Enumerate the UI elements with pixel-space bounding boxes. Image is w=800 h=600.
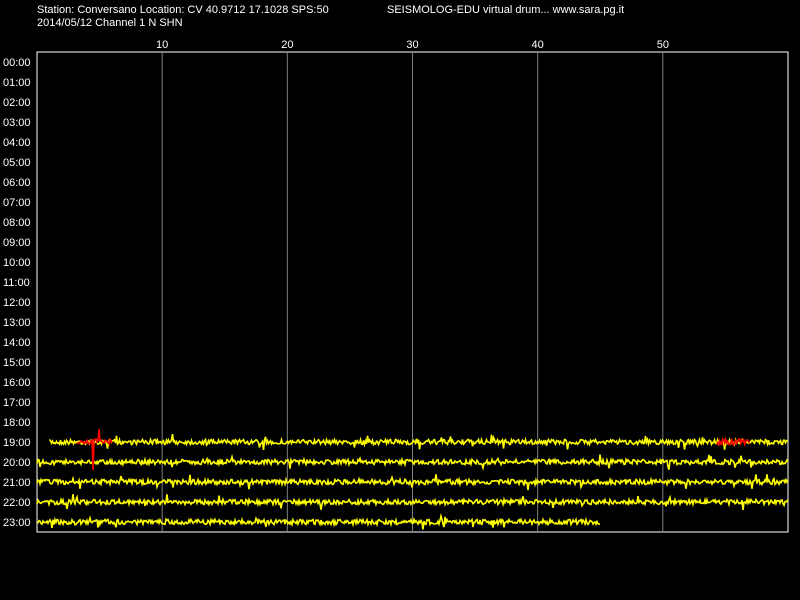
x-tick-labels: 10 20 30 40 50 [156, 39, 669, 51]
hour-label-2200: 22:00 [3, 497, 31, 509]
hour-label-0200: 02:00 [3, 97, 31, 109]
hour-label-0800: 08:00 [3, 217, 31, 229]
hour-labels: 00:00 01:00 02:00 03:00 04:00 05:00 06:00 07:00… [3, 57, 31, 529]
date-channel-info: 2014/05/12 Channel 1 N SHN [37, 17, 183, 29]
hour-label-2300: 23:00 [3, 517, 31, 529]
hour-label-0600: 06:00 [3, 177, 31, 189]
x-tick-50: 50 [657, 39, 669, 51]
hour-label-1400: 14:00 [3, 337, 31, 349]
hour-label-1300: 13:00 [3, 317, 31, 329]
hour-label-1900: 19:00 [3, 437, 31, 449]
event-trace-1 [76, 428, 113, 471]
hour-label-0500: 05:00 [3, 157, 31, 169]
hour-label-2100: 21:00 [3, 477, 31, 489]
trace-2000 [36, 453, 789, 471]
hour-label-0000: 00:00 [3, 57, 31, 69]
x-tick-20: 20 [281, 39, 293, 51]
grid-lines [161, 52, 664, 532]
trace-1900 [48, 433, 788, 450]
station-info: Station: Conversano Location: CV 40.9712… [37, 4, 329, 16]
trace-2100 [36, 474, 789, 491]
hour-label-1800: 18:00 [3, 417, 31, 429]
hour-label-0100: 01:00 [3, 77, 31, 89]
hour-label-0700: 07:00 [3, 197, 31, 209]
hour-label-2000: 20:00 [3, 457, 31, 469]
hour-label-1700: 17:00 [3, 397, 31, 409]
trace-2300 [36, 512, 600, 530]
hour-label-1000: 10:00 [3, 257, 31, 269]
app-brand: SEISMOLOG-EDU virtual drum... www.sara.p… [387, 4, 625, 16]
trace-2200 [36, 494, 789, 511]
hour-label-0900: 09:00 [3, 237, 31, 249]
x-tick-30: 30 [406, 39, 418, 51]
hour-label-1200: 12:00 [3, 297, 31, 309]
hour-label-1600: 16:00 [3, 377, 31, 389]
hour-label-1500: 15:00 [3, 357, 31, 369]
x-tick-40: 40 [532, 39, 544, 51]
x-tick-10: 10 [156, 39, 168, 51]
trace-group [36, 428, 789, 530]
hour-label-0400: 04:00 [3, 137, 31, 149]
event-trace-2 [716, 436, 750, 448]
hour-label-1100: 11:00 [3, 277, 30, 289]
hour-label-0300: 03:00 [3, 117, 31, 129]
